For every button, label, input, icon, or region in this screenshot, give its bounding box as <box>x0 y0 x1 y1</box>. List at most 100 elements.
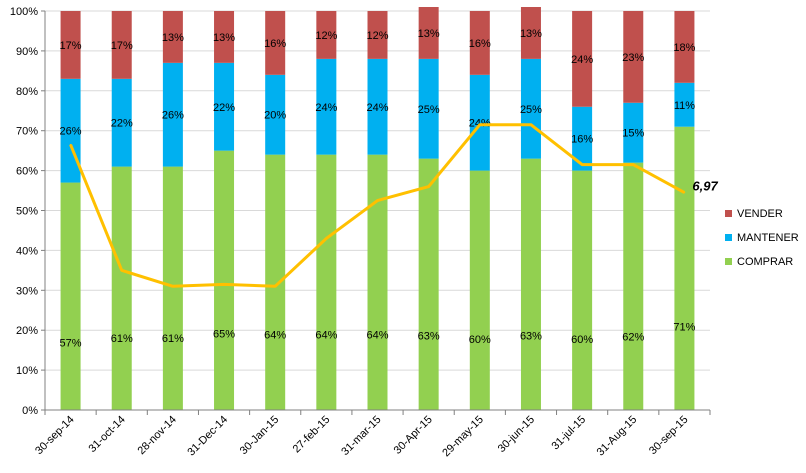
segment-label: 20% <box>264 110 286 122</box>
y-tick-label: 80% <box>16 86 38 98</box>
x-tick-label: 28-nov-14 <box>135 414 179 458</box>
x-tick-label: 31-jul-15 <box>549 414 588 453</box>
bar-mantener <box>674 82 695 127</box>
bar-comprar <box>623 162 644 410</box>
legend-swatch-vender <box>725 210 732 217</box>
segment-label: 63% <box>418 331 440 343</box>
y-tick-label: 30% <box>16 285 38 297</box>
legend-swatch-comprar <box>725 258 732 265</box>
line-point <box>530 123 532 126</box>
bar-vender <box>674 11 695 83</box>
legend-label-comprar: COMPRAR <box>737 256 793 268</box>
bar-vender <box>367 11 388 59</box>
segment-label: 64% <box>366 329 388 341</box>
bar-vender <box>572 11 593 107</box>
segment-label: 64% <box>264 329 286 341</box>
segment-label: 13% <box>162 32 184 44</box>
bar-vender <box>418 7 439 59</box>
segment-label: 15% <box>622 128 644 140</box>
line-point <box>325 237 328 240</box>
bar-vender <box>469 11 490 75</box>
bar-mantener <box>623 102 644 163</box>
bar-vender <box>111 11 132 79</box>
y-tick-label: 70% <box>16 126 38 138</box>
segment-label: 24% <box>366 102 388 114</box>
bar-vender <box>162 11 183 63</box>
segment-label: 16% <box>571 134 593 146</box>
legend-label-vender: VENDER <box>737 208 783 220</box>
segment-label: 60% <box>571 334 593 346</box>
bar-comprar <box>469 170 490 410</box>
bar-comprar <box>60 182 81 410</box>
segment-label: 13% <box>418 28 440 40</box>
segment-label: 12% <box>315 30 337 42</box>
segment-label: 63% <box>520 331 542 343</box>
y-tick-label: 40% <box>16 245 38 257</box>
segment-label: 13% <box>520 28 542 40</box>
bar-comprar <box>418 158 439 410</box>
segment-label: 61% <box>162 333 184 345</box>
segment-label: 16% <box>264 38 286 50</box>
bar-mantener <box>162 62 183 167</box>
y-tick-label: 50% <box>16 206 38 218</box>
segment-label: 57% <box>60 337 82 349</box>
bar-vender <box>265 11 286 75</box>
bar-mantener <box>214 62 235 151</box>
bar-mantener <box>265 74 286 155</box>
bar-mantener <box>316 58 337 155</box>
segment-label: 22% <box>111 118 133 130</box>
bar-mantener <box>572 106 593 171</box>
line-point <box>683 191 686 194</box>
bars <box>60 7 695 411</box>
bar-comprar <box>265 154 286 410</box>
line-point <box>376 199 379 202</box>
bar-vender <box>316 11 337 59</box>
segment-label: 23% <box>622 52 644 64</box>
line-point <box>632 163 635 166</box>
segment-label: 25% <box>520 104 542 116</box>
y-tick-label: 20% <box>16 325 38 337</box>
line-point <box>223 283 225 286</box>
bar-mantener <box>418 58 439 159</box>
segment-label: 18% <box>673 42 695 54</box>
segment-label: 25% <box>418 104 440 116</box>
segment-label: 12% <box>366 30 388 42</box>
bar-mantener <box>469 74 490 171</box>
segment-label: 26% <box>60 126 82 138</box>
y-tick-label: 90% <box>16 46 38 58</box>
segment-label: 24% <box>571 54 593 66</box>
bar-vender <box>60 11 81 79</box>
bar-comprar <box>162 166 183 410</box>
last-value-annotation: 6,97 <box>692 179 718 194</box>
segment-label: 61% <box>111 333 133 345</box>
bar-comprar <box>572 170 593 410</box>
x-tick-label: 30-sep-14 <box>33 414 77 458</box>
y-tick-label: 0% <box>22 405 38 417</box>
bar-comprar <box>674 126 695 411</box>
segment-label: 17% <box>60 40 82 52</box>
bar-comprar <box>520 158 541 410</box>
segment-label: 60% <box>469 334 491 346</box>
legend: VENDER MANTENER COMPRAR <box>725 208 799 268</box>
segment-label: 62% <box>622 332 644 344</box>
line-point <box>172 285 174 288</box>
x-tick-label: 30-Jan-15 <box>238 414 282 458</box>
bar-comprar <box>111 166 132 410</box>
x-tick-label: 29-may-15 <box>440 414 486 460</box>
bar-mantener <box>367 58 388 155</box>
x-tick-label: 31-Aug-15 <box>595 414 640 459</box>
y-tick-label: 10% <box>16 365 38 377</box>
x-axis: 30-sep-14 31-oct-14 28-nov-14 31-Dec-14 30-J… <box>33 409 711 460</box>
y-tick-label: 100% <box>10 6 38 18</box>
y-axis: 0% 10% 20% 30% 40% 50% 60% 70% 80% 90% 100% <box>10 6 46 417</box>
segment-label: 17% <box>111 40 133 52</box>
segment-label: 24% <box>315 102 337 114</box>
bar-comprar <box>214 150 235 410</box>
segment-label: 71% <box>673 322 695 334</box>
x-tick-label: 27-feb-15 <box>291 414 333 456</box>
bar-comprar <box>367 154 388 410</box>
x-tick-label: 30-sep-15 <box>647 414 691 458</box>
line-point <box>427 185 430 188</box>
bar-mantener <box>111 78 132 167</box>
